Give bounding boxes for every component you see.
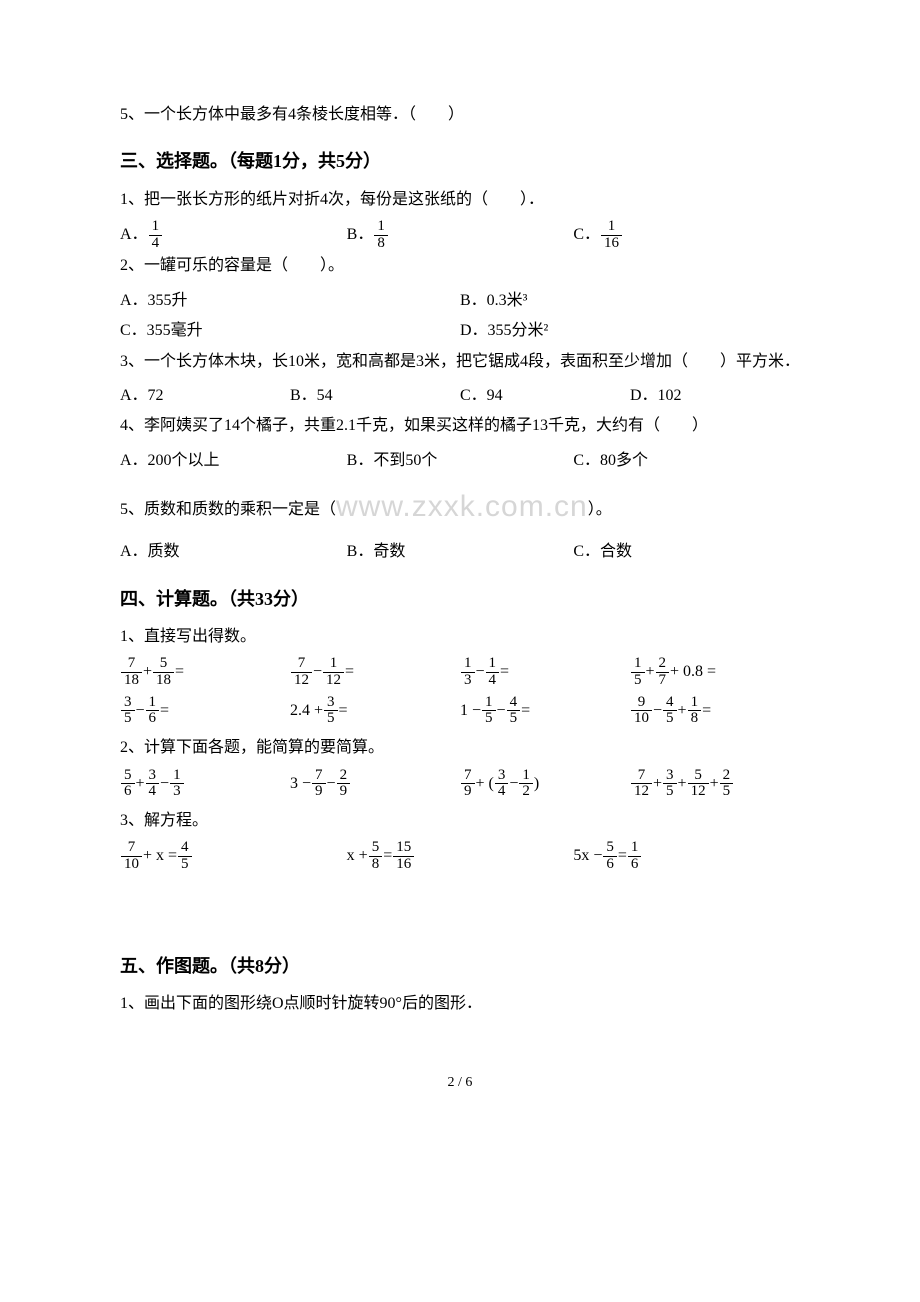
eq-2: x +58=1516: [347, 840, 574, 873]
s3-q4-a: A．200个以上: [120, 446, 347, 476]
calc-3b: 3 −79−29: [290, 768, 460, 801]
s3-q3-opts: A．72 B．54 C．94 D．102: [120, 381, 800, 411]
s3-q2-c: C．355毫升: [120, 316, 460, 346]
frac: 14: [149, 219, 163, 252]
s3-q1-opts: A．14 B．18 C．116: [120, 219, 800, 252]
s3-q3-b: B．54: [290, 381, 460, 411]
s2-q5: 5、一个长方体中最多有4条棱长度相等．（ ）: [120, 100, 800, 130]
s4-q2: 2、计算下面各题，能简算的要简算。: [120, 733, 800, 763]
s3-q5-opts: A．质数 B．奇数 C．合数: [120, 537, 800, 567]
s3-q4-opts: A．200个以上 B．不到50个 C．80多个: [120, 446, 800, 476]
frac: 18: [374, 219, 388, 252]
eq-row: 710+ x =45 x +58=1516 5x −56=16: [120, 840, 800, 873]
s3-q1-b: B．18: [347, 219, 574, 252]
s3-q3-d: D．102: [630, 381, 800, 411]
s3-q3: 3、一个长方体木块，长10米，宽和高都是3米，把它锯成4段，表面积至少增加（ ）…: [120, 347, 800, 377]
calc-3a: 56+34−13: [120, 768, 290, 801]
s5-q1: 1、画出下面的图形绕O点顺时针旋转90°后的图形．: [120, 989, 800, 1019]
calc-3c: 79+ (34−12): [460, 768, 630, 801]
s3-q2-b: B．0.3米³: [460, 286, 800, 316]
s3-q5-b: B．奇数: [347, 537, 574, 567]
calc-1b: 712−112=: [290, 656, 460, 689]
section4-title: 四、计算题。（共33分）: [120, 582, 800, 616]
s3-q2-opts: A．355升 B．0.3米³ C．355毫升 D．355分米²: [120, 286, 800, 347]
calc-1a: 718+518=: [120, 656, 290, 689]
page-number: 2 / 6: [120, 1070, 800, 1097]
calc-row-1: 718+518= 712−112= 13−14= 15+27+ 0.8 =: [120, 656, 800, 689]
eq-3: 5x −56=16: [573, 840, 800, 873]
s3-q4-b: B．不到50个: [347, 446, 574, 476]
calc-2d: 910−45+18=: [630, 695, 800, 728]
calc-1c: 13−14=: [460, 656, 630, 689]
section5-title: 五、作图题。（共8分）: [120, 949, 800, 983]
calc-row-3: 56+34−13 3 −79−29 79+ (34−12) 712+35+512…: [120, 768, 800, 801]
s3-q2: 2、一罐可乐的容量是（ ）。: [120, 251, 800, 281]
s3-q3-c: C．94: [460, 381, 630, 411]
s3-q1-c: C．116: [573, 219, 800, 252]
calc-row-2: 35−16= 2.4 +35= 1 −15−45= 910−45+18=: [120, 695, 800, 728]
s3-q4-c: C．80多个: [573, 446, 800, 476]
frac: 116: [601, 219, 622, 252]
s3-q4: 4、李阿姨买了14个橘子，共重2.1千克，如果买这样的橘子13千克，大约有（ ）: [120, 411, 800, 441]
s3-q3-a: A．72: [120, 381, 290, 411]
s3-q1: 1、把一张长方形的纸片对折4次，每份是这张纸的（ ）．: [120, 185, 800, 215]
s3-q5-c: C．合数: [573, 537, 800, 567]
s3-q2-d: D．355分米²: [460, 316, 800, 346]
calc-2c: 1 −15−45=: [460, 695, 630, 728]
section3-title: 三、选择题。（每题1分，共5分）: [120, 144, 800, 178]
calc-2a: 35−16=: [120, 695, 290, 728]
s3-q2-a: A．355升: [120, 286, 460, 316]
calc-2b: 2.4 +35=: [290, 695, 460, 728]
s4-q3: 3、解方程。: [120, 806, 800, 836]
watermark: www.zxxk.com.cn: [336, 490, 588, 523]
calc-3d: 712+35+512+25: [630, 768, 800, 801]
s3-q5-a: A．质数: [120, 537, 347, 567]
calc-1d: 15+27+ 0.8 =: [630, 656, 800, 689]
s4-q1: 1、直接写出得数。: [120, 622, 800, 652]
s3-q5: 5、质数和质数的乘积一定是（www.zxxk.com.cn）。: [120, 476, 800, 533]
s3-q1-a: A．14: [120, 219, 347, 252]
eq-1: 710+ x =45: [120, 840, 347, 873]
